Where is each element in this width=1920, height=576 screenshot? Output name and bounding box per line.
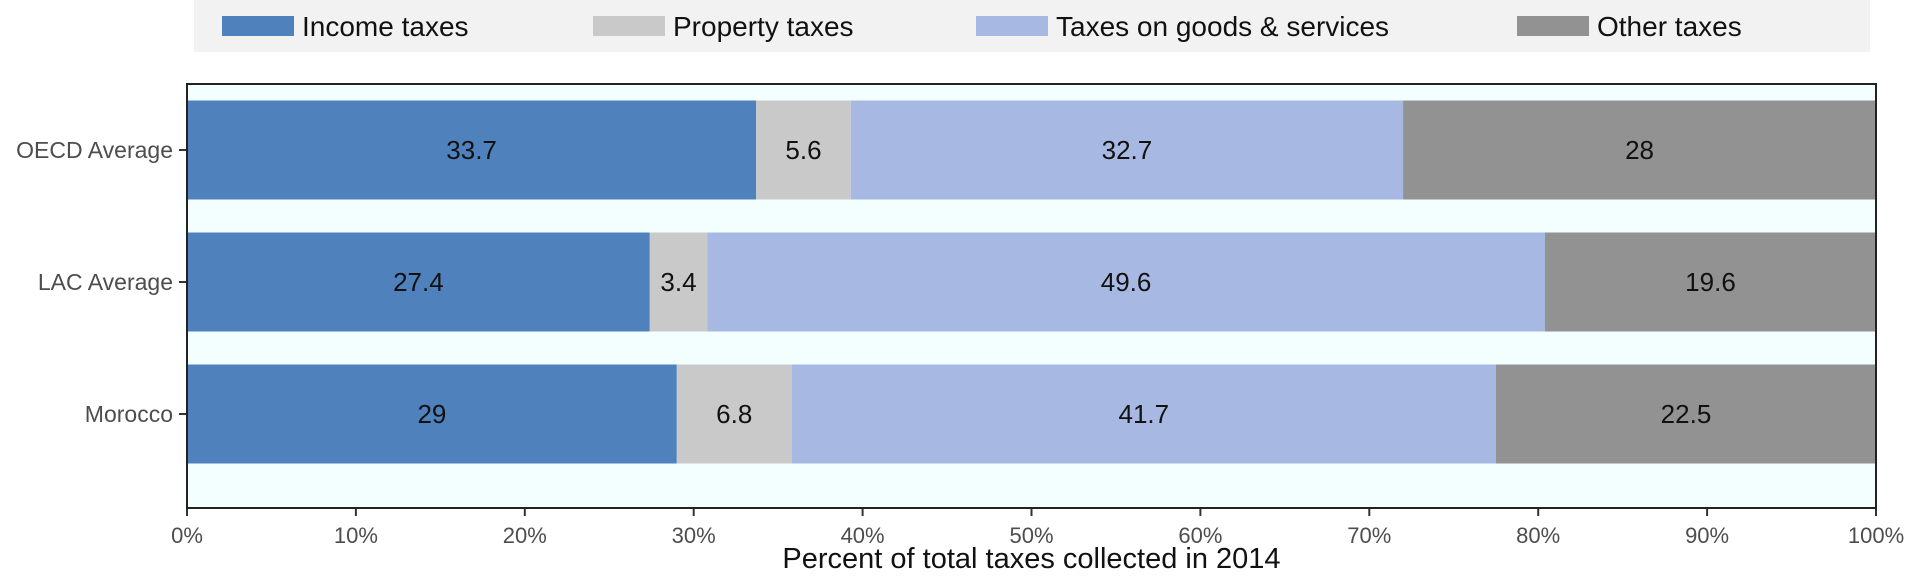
bar-oecd-average-property-taxes [756,100,851,200]
legend-key-other-taxes [1517,16,1589,36]
legend-items: Income taxes Property taxes Taxes on goods… [222,11,1742,42]
value-label-oecd-average-taxes-on-goods-and-services: 32.7 [1102,135,1153,165]
value-label-morocco-taxes-on-goods-and-services: 41.7 [1119,399,1170,429]
bar-lac-average-property-taxes [649,232,708,332]
value-label-oecd-average-other-taxes: 28 [1625,135,1654,165]
bar-lac-average-other-taxes [1544,232,1876,332]
legend-label-taxes-on-goods-and-services: Taxes on goods & services [1056,11,1389,42]
value-label-morocco-other-taxes: 22.5 [1661,399,1712,429]
x-tick-label-20: 20% [503,523,547,548]
bar-lac-average-income-taxes [187,232,650,332]
bar-oecd-average-taxes-on-goods-and-services [850,100,1404,200]
x-tick-label-30: 30% [672,523,716,548]
x-tick-label-60: 60% [1178,523,1222,548]
x-axis: 0% 10% 20% 30% 40% 50% 60% 70% 80% 90% 100% [171,508,1904,548]
bar-lac-average-taxes-on-goods-and-services [707,232,1545,332]
x-tick-label-10: 10% [334,523,378,548]
legend-item-other-taxes: Other taxes [1517,11,1742,42]
category-label-oecd-average: OECD Average [16,137,173,163]
x-tick-label-100: 100% [1848,523,1904,548]
legend-key-taxes-on-goods-and-services [976,16,1048,36]
x-tick-label-90: 90% [1685,523,1729,548]
category-label-lac-average: LAC Average [38,269,173,295]
category-label-morocco: Morocco [85,401,173,427]
value-labels: 33.7 5.6 32.7 28 27.4 3.4 49.6 19.6 29 6.8 41.7 22.… [393,135,1736,429]
legend-item-property-taxes: Property taxes [593,11,854,42]
x-tick-label-50: 50% [1009,523,1053,548]
legend-key-property-taxes [593,16,665,36]
bars [187,100,1876,464]
legend-label-other-taxes: Other taxes [1597,11,1742,42]
legend-label-income-taxes: Income taxes [302,11,469,42]
plot-border [186,83,1877,509]
value-label-oecd-average-income-taxes: 33.7 [446,135,497,165]
bar-morocco-income-taxes [187,364,677,464]
bar-morocco-property-taxes [676,364,792,464]
x-axis-title: Percent of total taxes collected in 2014 [782,543,1280,575]
legend-item-income-taxes: Income taxes [222,11,469,42]
x-tick-label-0: 0% [171,523,203,548]
bar-oecd-average-income-taxes [187,100,757,200]
value-label-lac-average-other-taxes: 19.6 [1685,267,1736,297]
legend-item-taxes-on-goods-and-services: Taxes on goods & services [976,11,1389,42]
x-tick-label-80: 80% [1516,523,1560,548]
bar-morocco-taxes-on-goods-and-services [791,364,1496,464]
value-label-lac-average-income-taxes: 27.4 [393,267,444,297]
bar-morocco-other-taxes [1495,364,1876,464]
legend-label-property-taxes: Property taxes [673,11,854,42]
value-label-oecd-average-property-taxes: 5.6 [785,135,821,165]
legend-key-income-taxes [222,16,294,36]
legend: Income taxes Property taxes Taxes on goods… [194,0,1870,52]
value-label-morocco-income-taxes: 29 [417,399,446,429]
x-tick-label-70: 70% [1347,523,1391,548]
bar-oecd-average-other-taxes [1403,100,1876,200]
value-label-morocco-property-taxes: 6.8 [716,399,752,429]
y-axis: OECD Average LAC Average Morocco [16,137,187,427]
x-tick-label-40: 40% [841,523,885,548]
value-label-lac-average-taxes-on-goods-and-services: 49.6 [1101,267,1152,297]
value-label-lac-average-property-taxes: 3.4 [660,267,696,297]
